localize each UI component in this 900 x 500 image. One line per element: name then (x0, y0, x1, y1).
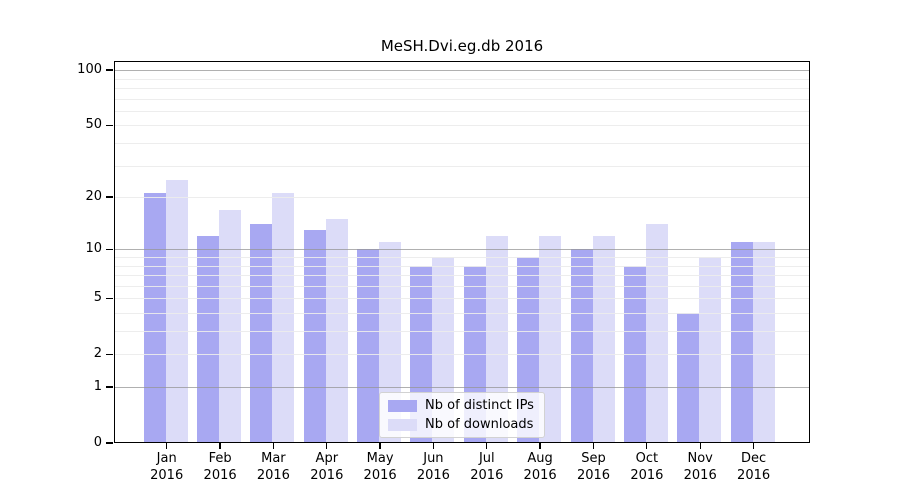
y-tick-label: 20 (85, 189, 102, 204)
legend: Nb of distinct IPs Nb of downloads (379, 392, 545, 438)
gridline-major (114, 387, 810, 388)
bar-distinct-ips-jan-2016 (143, 193, 166, 443)
x-tick-label: Oct 2016 (630, 451, 664, 483)
legend-label-distinct-ips: Nb of distinct IPs (425, 397, 534, 413)
gridline-minor (114, 165, 810, 167)
x-tick (539, 443, 541, 449)
bar-distinct-ips-may-2016 (357, 249, 380, 443)
bar-distinct-ips-feb-2016 (197, 235, 220, 443)
y-tick (106, 248, 113, 250)
x-tick (486, 443, 488, 449)
gridline-minor (114, 298, 810, 300)
x-tick (592, 443, 595, 449)
x-tick-label: Nov 2016 (683, 451, 717, 483)
y-tick (106, 386, 113, 388)
gridline-major (114, 70, 810, 72)
legend-item-distinct-ips: Nb of distinct IPs (388, 398, 536, 414)
y-tick (106, 297, 113, 299)
gridline-minor (114, 125, 810, 127)
gridline-minor (114, 275, 810, 276)
legend-item-downloads: Nb of downloads (388, 417, 536, 433)
y-tick-label: 0 (93, 435, 102, 450)
gridline-minor (114, 331, 810, 332)
bar-downloads-sep-2016 (592, 235, 615, 443)
x-tick (272, 443, 275, 449)
y-tick-label: 1 (93, 379, 102, 394)
x-tick (166, 443, 168, 449)
gridline-minor (114, 354, 810, 356)
y-tick-label: 50 (85, 117, 102, 133)
bar-distinct-ips-sep-2016 (570, 249, 593, 443)
bar-distinct-ips-mar-2016 (250, 224, 273, 443)
x-tick (699, 443, 701, 449)
chart-title: MeSH.Dvi.eg.db 2016 (380, 37, 544, 55)
gridline-minor (114, 142, 810, 144)
x-tick (752, 443, 755, 449)
gridline-minor (114, 197, 810, 198)
gridline-minor (114, 78, 810, 80)
gridline-minor (114, 257, 810, 258)
y-tick (106, 124, 113, 126)
x-tick-label: Mar 2016 (256, 451, 290, 483)
gridline-minor (114, 87, 810, 89)
x-tick-label: Apr 2016 (310, 451, 344, 483)
y-tick-label: 2 (93, 346, 102, 362)
y-tick (106, 442, 113, 444)
x-tick-label: May 2016 (363, 451, 397, 483)
y-tick-label: 10 (85, 241, 102, 257)
y-tick-label: 100 (77, 62, 102, 78)
gridline-minor (114, 313, 810, 314)
x-tick-label: Feb 2016 (203, 451, 237, 483)
bar-distinct-ips-dec-2016 (730, 242, 753, 443)
bar-distinct-ips-nov-2016 (677, 313, 700, 443)
bar-downloads-jan-2016 (165, 179, 188, 443)
plot-area (114, 61, 810, 443)
x-tick (432, 443, 435, 449)
x-tick-label: Jun 2016 (416, 451, 450, 483)
gridline-minor (114, 110, 810, 112)
bar-downloads-dec-2016 (752, 242, 775, 443)
gridline-minor (114, 265, 810, 267)
legend-swatch-downloads (388, 418, 417, 431)
gridline-minor (114, 285, 810, 287)
y-tick (106, 353, 113, 355)
x-tick-label: Jul 2016 (470, 451, 504, 483)
x-tick (219, 443, 221, 449)
x-tick (379, 443, 381, 449)
y-tick-label: 5 (93, 290, 102, 306)
x-tick (646, 443, 648, 449)
gridline-minor (114, 98, 810, 100)
bar-downloads-mar-2016 (272, 193, 295, 443)
bar-distinct-ips-apr-2016 (303, 229, 326, 443)
x-tick-label: Sep 2016 (576, 451, 611, 483)
x-tick (326, 443, 328, 449)
legend-swatch-distinct-ips (388, 399, 417, 412)
x-tick-label: Dec 2016 (737, 451, 771, 483)
x-tick-label: Jan 2016 (150, 451, 184, 483)
bar-downloads-nov-2016 (699, 257, 722, 443)
bar-downloads-aug-2016 (539, 235, 562, 443)
legend-label-downloads: Nb of downloads (425, 416, 534, 432)
gridline-major (114, 249, 810, 251)
grid-layer (114, 61, 810, 443)
bar-downloads-jul-2016 (485, 235, 508, 443)
x-tick-label: Aug 2016 (523, 451, 557, 483)
y-tick (106, 196, 113, 198)
bar-downloads-oct-2016 (645, 224, 668, 443)
y-tick (106, 69, 113, 71)
bar-downloads-feb-2016 (219, 209, 242, 443)
